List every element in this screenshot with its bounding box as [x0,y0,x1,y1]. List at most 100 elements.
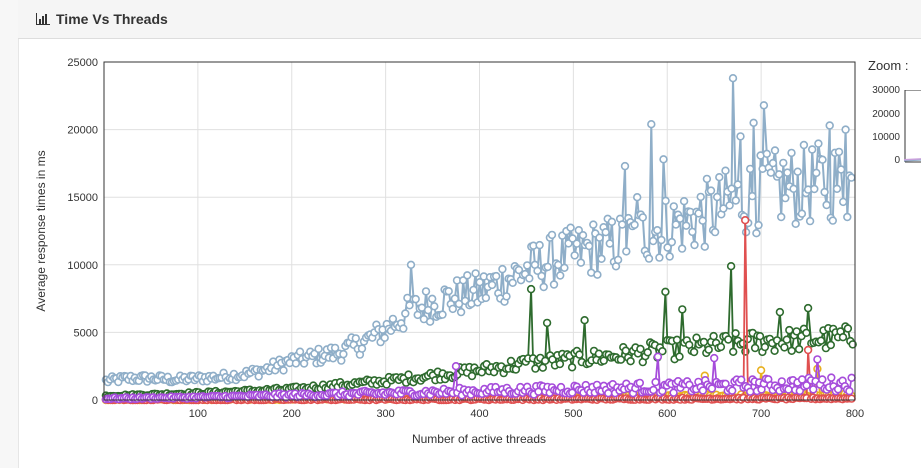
data-point[interactable] [787,346,796,355]
data-point[interactable] [731,196,740,205]
data-point[interactable] [388,314,398,324]
data-point[interactable] [724,335,733,344]
data-point[interactable] [555,271,565,280]
data-point[interactable] [498,264,507,274]
data-point[interactable] [828,216,837,225]
data-point[interactable] [694,209,703,218]
data-point[interactable] [423,305,433,315]
data-point[interactable] [567,363,577,372]
data-point[interactable] [450,294,460,303]
data-point[interactable] [848,340,857,349]
data-point[interactable] [620,161,630,171]
data-point[interactable] [630,220,639,230]
data-point[interactable] [847,373,856,382]
data-point[interactable] [805,216,815,226]
data-point[interactable] [655,253,664,262]
data-point[interactable] [638,213,647,222]
data-point[interactable] [560,263,569,272]
data-point[interactable] [566,223,575,232]
data-point[interactable] [745,164,755,174]
data-point[interactable] [715,173,724,182]
data-point[interactable] [401,309,410,318]
data-point[interactable] [802,381,811,390]
data-point[interactable] [780,343,789,352]
data-point[interactable] [533,266,542,275]
data-point[interactable] [444,287,453,296]
data-point[interactable] [707,384,717,393]
data-point[interactable] [709,331,718,341]
data-point[interactable] [658,347,667,356]
data-point[interactable] [768,158,778,168]
data-point[interactable] [616,355,626,364]
data-point[interactable] [762,149,771,159]
data-point[interactable] [702,174,712,184]
data-point[interactable] [605,239,614,248]
data-point[interactable] [570,251,579,260]
data-point[interactable] [825,121,834,130]
data-point[interactable] [709,353,719,363]
data-point[interactable] [716,342,726,352]
data-point[interactable] [733,180,742,189]
data-point[interactable] [814,139,823,148]
data-point[interactable] [661,287,670,296]
data-point[interactable] [725,201,734,210]
data-point[interactable] [522,261,532,270]
data-point[interactable] [721,379,730,388]
data-point[interactable] [802,328,811,337]
data-point[interactable] [475,278,484,287]
data-point[interactable] [728,347,738,356]
data-point[interactable] [679,197,689,206]
data-point[interactable] [689,347,699,357]
data-point[interactable] [779,158,788,168]
data-point[interactable] [648,236,658,246]
data-point[interactable] [502,292,511,301]
data-point[interactable] [425,317,435,326]
data-point[interactable] [838,197,848,207]
data-point[interactable] [833,385,843,394]
data-point[interactable] [613,255,623,265]
data-point[interactable] [672,335,682,344]
data-point[interactable] [508,278,517,287]
data-point[interactable] [834,147,844,157]
data-point[interactable] [818,155,827,164]
data-point[interactable] [667,237,676,247]
data-point[interactable] [632,193,642,202]
data-point[interactable] [770,146,780,155]
data-point[interactable] [314,344,323,354]
data-point[interactable] [547,230,557,240]
data-point[interactable] [727,386,737,395]
data-point[interactable] [578,231,588,240]
data-point[interactable] [740,216,750,225]
data-point[interactable] [351,334,360,343]
data-point[interactable] [675,352,684,361]
data-point[interactable] [576,258,586,267]
data-point[interactable] [797,209,807,218]
data-point[interactable] [535,240,544,250]
data-point[interactable] [826,340,835,350]
data-point[interactable] [647,119,656,129]
data-point[interactable] [783,168,792,177]
data-point[interactable] [803,345,813,355]
data-point[interactable] [604,389,613,398]
data-point[interactable] [678,305,687,314]
data-point[interactable] [635,378,644,388]
data-point[interactable] [845,386,854,396]
data-point[interactable] [621,346,630,355]
data-point[interactable] [791,219,800,229]
data-point[interactable] [671,220,681,229]
data-point[interactable] [810,184,819,194]
data-point[interactable] [727,184,736,193]
data-point[interactable] [487,280,497,290]
data-point[interactable] [770,346,779,355]
data-point[interactable] [700,242,709,251]
data-point[interactable] [759,101,769,110]
data-point[interactable] [784,385,793,394]
data-point[interactable] [399,324,408,333]
data-point[interactable] [506,356,516,366]
data-point[interactable] [704,345,713,354]
data-point[interactable] [807,145,817,154]
data-point[interactable] [531,364,540,373]
zoom-overview[interactable] [904,90,921,170]
data-point[interactable] [492,271,501,281]
data-point[interactable] [712,192,722,202]
